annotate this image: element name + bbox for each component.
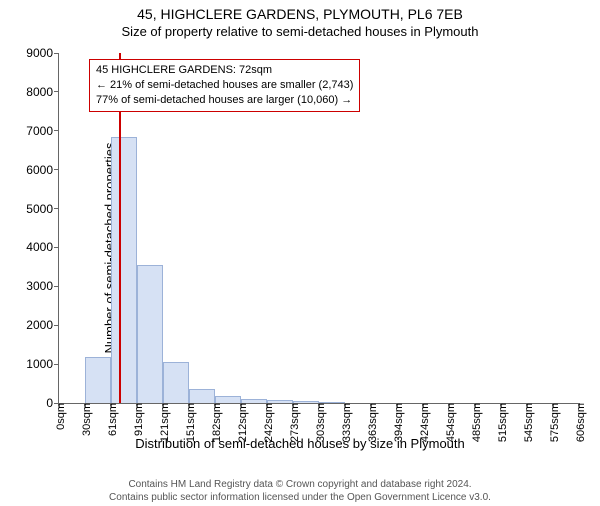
- xtick-label: 485sqm: [467, 403, 483, 442]
- ytick-label: 5000: [26, 202, 59, 216]
- xtick-label: 61sqm: [103, 403, 119, 436]
- histogram-bar: [137, 265, 163, 403]
- footer-line-2: Contains public sector information licen…: [0, 492, 600, 505]
- info-box: 45 HIGHCLERE GARDENS: 72sqm ← 21% of sem…: [89, 59, 360, 112]
- chart-subtitle: Size of property relative to semi-detach…: [0, 24, 600, 39]
- ytick-label: 7000: [26, 124, 59, 138]
- info-line-2: ← 21% of semi-detached houses are smalle…: [96, 78, 353, 93]
- histogram-bar: [111, 137, 137, 403]
- footer-attribution: Contains HM Land Registry data © Crown c…: [0, 479, 600, 504]
- ytick-label: 8000: [26, 85, 59, 99]
- ytick-label: 1000: [26, 357, 59, 371]
- histogram-bar: [215, 396, 241, 403]
- plot-area: 0100020003000400050006000700080009000 45…: [58, 53, 579, 404]
- xtick-label: 575sqm: [545, 403, 561, 442]
- ytick-label: 6000: [26, 163, 59, 177]
- histogram-bar: [163, 362, 189, 403]
- xtick-label: 0sqm: [51, 403, 67, 430]
- xtick-label: 30sqm: [77, 403, 93, 436]
- chart-title: 45, HIGHCLERE GARDENS, PLYMOUTH, PL6 7EB: [0, 6, 600, 22]
- xtick-label: 606sqm: [571, 403, 587, 442]
- x-axis-label: Distribution of semi-detached houses by …: [135, 436, 465, 451]
- chart-container: Number of semi-detached properties 01000…: [0, 43, 600, 453]
- info-line-3: 77% of semi-detached houses are larger (…: [96, 93, 353, 108]
- xtick-label: 545sqm: [519, 403, 535, 442]
- xtick-label: 91sqm: [129, 403, 145, 436]
- xtick-label: 515sqm: [493, 403, 509, 442]
- ytick-label: 3000: [26, 279, 59, 293]
- ytick-label: 9000: [26, 46, 59, 60]
- histogram-bar: [189, 389, 215, 403]
- ytick-label: 2000: [26, 318, 59, 332]
- info-line-1: 45 HIGHCLERE GARDENS: 72sqm: [96, 63, 353, 78]
- ytick-label: 4000: [26, 240, 59, 254]
- footer-line-1: Contains HM Land Registry data © Crown c…: [0, 479, 600, 492]
- histogram-bar: [85, 357, 111, 403]
